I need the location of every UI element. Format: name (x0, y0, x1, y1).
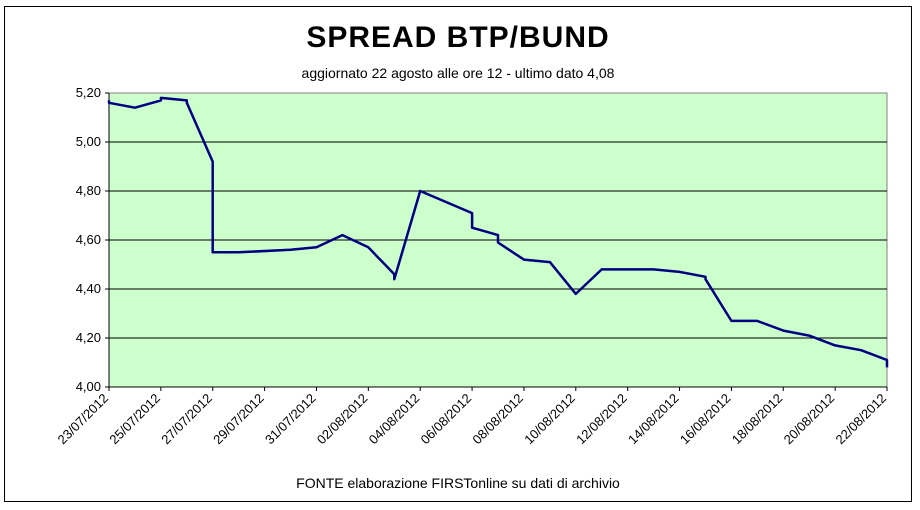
x-tick-label: 23/07/2012 (54, 391, 111, 448)
y-tick-label: 4,80 (76, 183, 101, 198)
x-tick-label: 04/08/2012 (366, 391, 423, 448)
x-tick-label: 16/08/2012 (677, 391, 734, 448)
x-tick-label: 02/08/2012 (314, 391, 371, 448)
y-tick-label: 4,20 (76, 330, 101, 345)
x-tick-label: 31/07/2012 (262, 391, 319, 448)
x-tick-label: 10/08/2012 (521, 391, 578, 448)
series-line (107, 96, 889, 368)
x-tick-label: 27/07/2012 (158, 391, 215, 448)
y-tick-label: 4,40 (76, 281, 101, 296)
line-chart: 4,00 4,20 4,40 4,60 4,80 5,00 5,20 23/07/201225… (54, 85, 889, 448)
chart-title: SPREAD BTP/BUND (306, 21, 610, 54)
x-tick-label: 06/08/2012 (418, 391, 475, 448)
chart-subtitle: aggiornato 22 agosto alle ore 12 - ultim… (301, 65, 615, 81)
y-tick-label: 5,20 (76, 85, 101, 100)
y-tick-label: 5,00 (76, 134, 101, 149)
x-tick-label: 08/08/2012 (469, 391, 526, 448)
y-tick-label: 4,60 (76, 232, 101, 247)
x-tick-label: 22/08/2012 (832, 391, 889, 448)
x-tick-label: 12/08/2012 (573, 391, 630, 448)
chart-source: FONTE elaborazione FIRSTonline su dati d… (296, 475, 620, 491)
y-tick-label: 4,00 (76, 379, 101, 394)
x-tick-label: 25/07/2012 (106, 391, 163, 448)
x-tick-label: 20/08/2012 (781, 391, 838, 448)
x-tick-label: 18/08/2012 (729, 391, 786, 448)
x-tick-label: 14/08/2012 (625, 391, 682, 448)
x-tick-label: 29/07/2012 (210, 391, 267, 448)
chart-frame: SPREAD BTP/BUND aggiornato 22 agosto all… (4, 6, 912, 502)
